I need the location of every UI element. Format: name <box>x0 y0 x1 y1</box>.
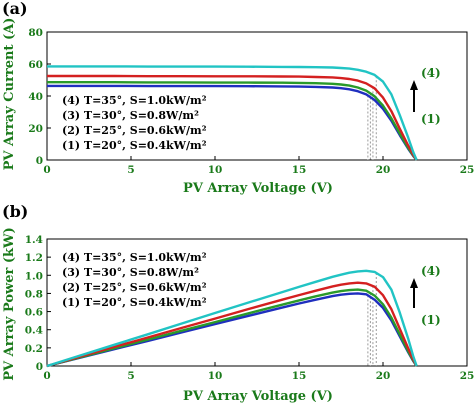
x-tick-label-a: 0 <box>43 164 50 176</box>
series-line-b-3 <box>46 281 418 368</box>
y-tick-label-b: 0.8 <box>25 288 43 300</box>
y-tick-label-b: 0.6 <box>25 307 43 319</box>
arrow-up-icon-b <box>410 278 418 288</box>
y-tick-label-b: 0.4 <box>25 325 43 337</box>
legend-entry-a-3: (3) T=30°, S=0.8W/m² <box>62 109 199 122</box>
x-tick-label-b: 10 <box>208 370 223 382</box>
y-tick-label-a: 80 <box>28 27 43 39</box>
marker-top-a: (4) <box>421 66 441 80</box>
series-line-b-2 <box>46 288 418 368</box>
legend-entry-b-4: (4) T=35°, S=1.0kW/m² <box>62 251 207 264</box>
plot-frame-b <box>46 238 468 367</box>
x-tick-label-b: 20 <box>376 370 391 382</box>
y-tick-label-b: 1.2 <box>25 252 43 264</box>
legend-entry-a-1: (1) T=20°, S=0.4kW/m² <box>62 139 207 152</box>
legend-entry-b-3: (3) T=30°, S=0.8W/m² <box>62 266 199 279</box>
legend-entry-a-4: (4) T=35°, S=1.0kW/m² <box>62 94 207 107</box>
legend-entry-a-2: (2) T=25°, S=0.6kW/m² <box>62 124 207 137</box>
legend-b: (4) T=35°, S=1.0kW/m² (3) T=30°, S=0.8W/… <box>62 251 207 309</box>
x-tick-label-b: 0 <box>43 370 50 382</box>
y-tick-label-a: 40 <box>28 91 43 103</box>
y-tick-label-a: 60 <box>28 59 43 71</box>
y-tick-label-b: 1.0 <box>25 270 43 282</box>
panel-label-b: (b) <box>2 202 28 221</box>
x-tick-label-a: 20 <box>376 164 391 176</box>
x-tick-label-a: 25 <box>460 164 474 176</box>
y-tick-label-b: 1.4 <box>25 234 43 246</box>
chart-panel-a: (a) PV Array Current (A) PV Array Voltag… <box>2 0 474 196</box>
x-tick-label-b: 5 <box>127 370 134 382</box>
x-tick-label-a: 15 <box>292 164 307 176</box>
x-tick-label-b: 15 <box>292 370 307 382</box>
marker-top-b: (4) <box>421 264 441 278</box>
series-line-a-3 <box>47 74 418 161</box>
x-tick-label-a: 10 <box>208 164 223 176</box>
x-axis-label-b: PV Array Voltage (V) <box>183 389 333 404</box>
x-tick-label-b: 25 <box>460 370 474 382</box>
marker-bottom-b: (1) <box>421 313 441 327</box>
chart-panel-b: (b) PV Array Power (kW) PV Array Voltage… <box>2 202 474 404</box>
plot-area-a: 0 5 10 15 20 25 0 20 40 60 80 <box>28 27 474 176</box>
x-axis-label-a: PV Array Voltage (V) <box>183 181 333 196</box>
legend-a: (4) T=35°, S=1.0kW/m² (3) T=30°, S=0.8W/… <box>62 94 207 152</box>
arrow-up-icon-a <box>410 80 418 90</box>
legend-entry-b-1: (1) T=20°, S=0.4kW/m² <box>62 296 207 309</box>
y-tick-label-a: 20 <box>28 123 43 135</box>
y-axis-label-a: PV Array Current (A) <box>2 18 17 171</box>
marker-bottom-a: (1) <box>421 112 441 126</box>
series-line-a-4 <box>47 65 418 161</box>
plot-area-b: 0 5 10 15 20 25 0 0.2 0.4 0.6 0.8 1.0 1.2 1.4 <box>25 234 474 382</box>
y-tick-label-b: 0 <box>36 361 43 373</box>
y-tick-label-a: 0 <box>36 155 43 167</box>
y-axis-label-b: PV Array Power (kW) <box>2 227 17 381</box>
x-tick-label-a: 5 <box>127 164 134 176</box>
legend-entry-b-2: (2) T=25°, S=0.6kW/m² <box>62 281 207 294</box>
panel-label-a: (a) <box>2 0 28 18</box>
curve-order-marker-a: (4) (1) <box>410 66 441 126</box>
series-line-a-2 <box>47 80 418 161</box>
curve-order-marker-b: (4) (1) <box>410 264 441 327</box>
y-tick-label-b: 0.2 <box>25 343 43 355</box>
series-line-b-4 <box>46 269 418 368</box>
